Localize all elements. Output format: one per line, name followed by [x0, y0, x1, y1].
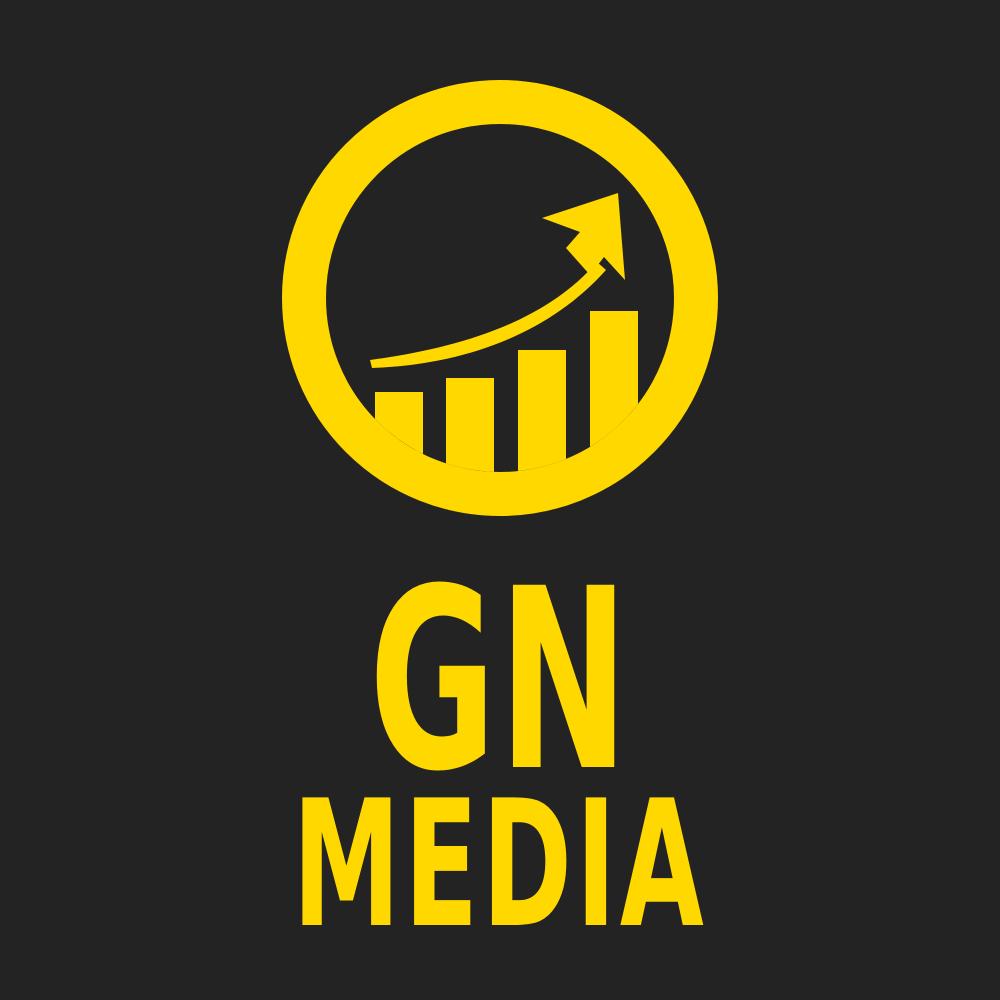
growth-arrow-icon [370, 193, 625, 368]
bar-chart-icon [375, 311, 638, 472]
brand-name-line1: GN [369, 535, 631, 826]
chart-bar [518, 350, 566, 472]
chart-bar [446, 378, 494, 472]
emblem-ring [282, 80, 718, 516]
logo-emblem [282, 80, 718, 516]
brand-name-line2: MEDIA [292, 764, 708, 967]
